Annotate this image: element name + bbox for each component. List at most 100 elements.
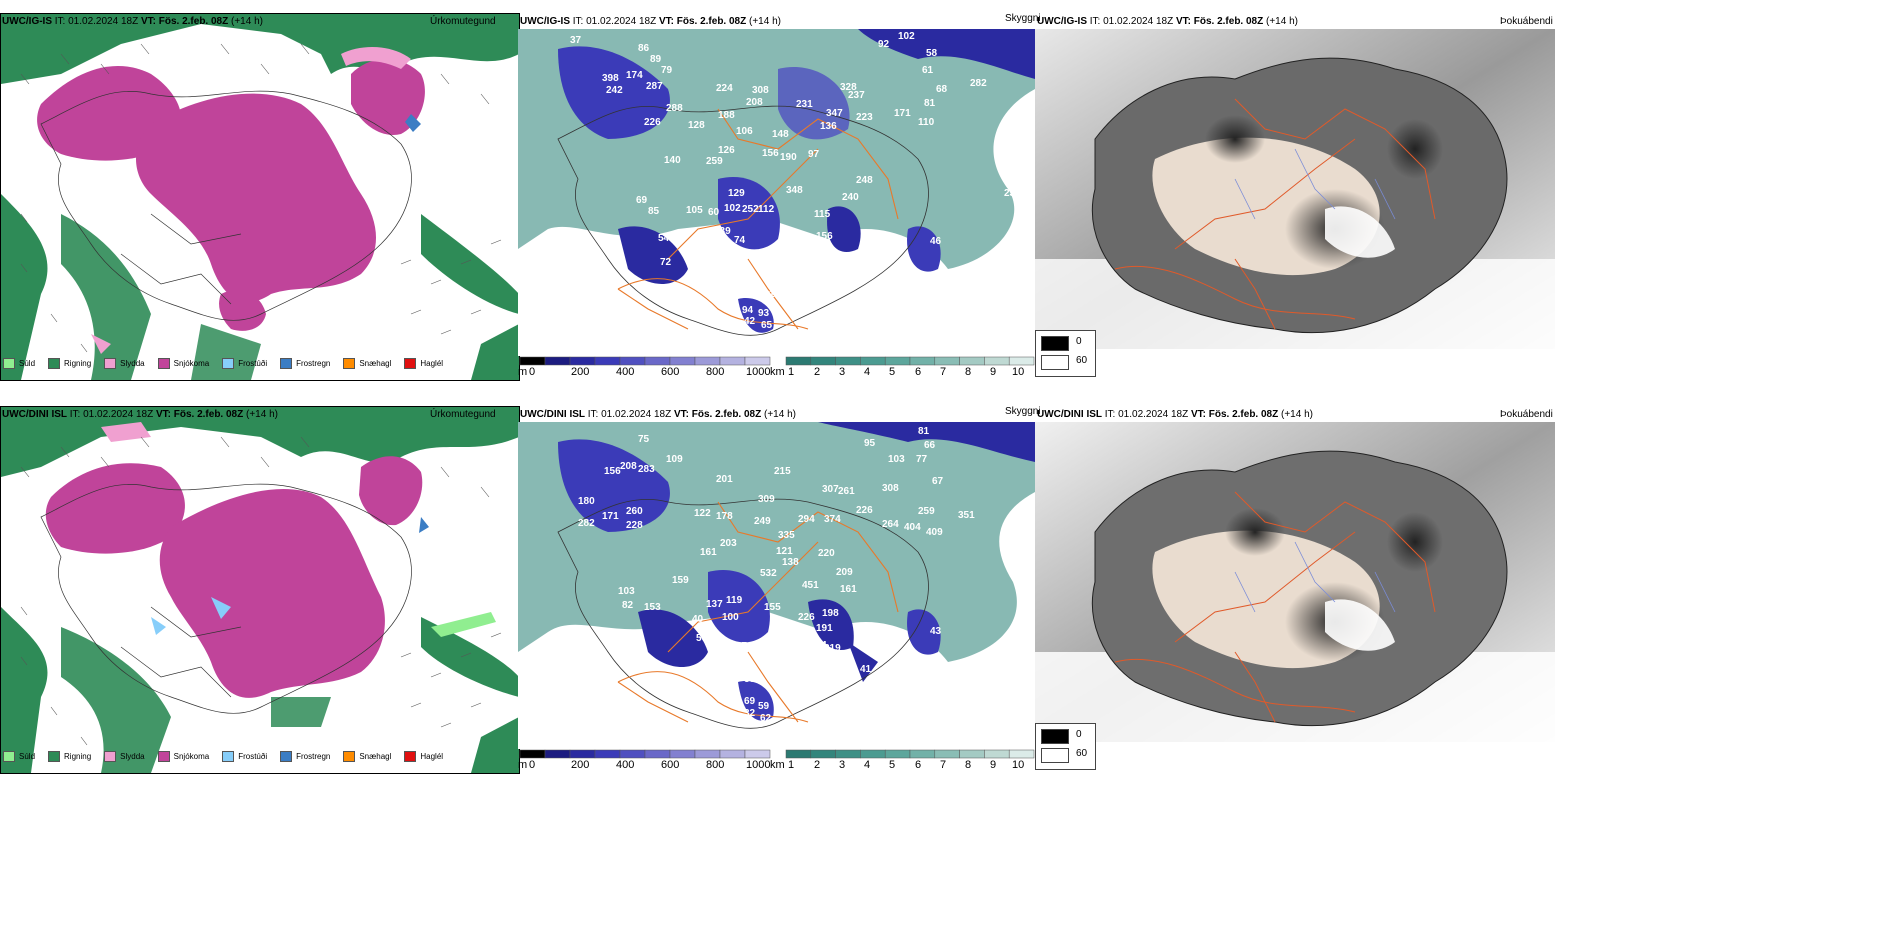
- vis-value: 115: [814, 209, 831, 220]
- legend-swatch: [157, 357, 170, 369]
- vis-value: 264: [882, 519, 899, 530]
- visibility-colorbar-m-top: m 0 200 400 600 800 1000: [518, 356, 778, 386]
- fog-legend-swatch-high: [1041, 355, 1069, 370]
- legend-label: Súld: [19, 358, 36, 368]
- vis-value: 226: [856, 505, 873, 516]
- vt-label: VT:: [673, 409, 689, 420]
- vis-value: 174: [626, 70, 643, 81]
- precip-type-panel-bottom: Súld Rigning Slydda Snjókoma Frostúði Fr…: [0, 406, 520, 774]
- legend-item-drizzle: Súld: [3, 750, 35, 762]
- model-name: UWC/IG-IS: [2, 16, 52, 27]
- vis-value: 154: [810, 640, 827, 651]
- vis-value: 138: [782, 557, 799, 568]
- vis-value: 171: [894, 108, 911, 119]
- model-name: UWC/DINI ISL: [2, 409, 67, 420]
- vis-value: 103: [618, 586, 635, 597]
- legend-label: Haglél: [420, 751, 444, 761]
- visibility-values-bottom: 75 109 156 208 283 201 215 309 307 261 3…: [538, 426, 1027, 724]
- vis-value: 261: [838, 486, 855, 497]
- vis-value: 82: [622, 600, 634, 611]
- lead-time: (+14 h): [764, 409, 796, 420]
- colorbar-cell: [959, 356, 985, 366]
- vis-value: 347: [826, 108, 843, 119]
- legend-swatch: [48, 750, 61, 762]
- vis-value: 93: [758, 308, 770, 319]
- colorbar-km-svg: [785, 749, 1035, 759]
- precip-type-map-top: [1, 14, 519, 380]
- vis-value: 85: [768, 257, 780, 268]
- fog-legend-low: 0: [1076, 336, 1082, 347]
- vis-value: 110: [918, 117, 935, 128]
- legend-swatch: [280, 750, 293, 762]
- legend-item-drizzle: Súld: [3, 357, 36, 369]
- vis-value: 404: [904, 522, 921, 533]
- vis-value: 102: [724, 203, 741, 214]
- vis-value: 119: [1010, 537, 1027, 548]
- vis-value: 279: [796, 235, 813, 246]
- colorbar-cell: [1008, 749, 1035, 759]
- vis-value: 188: [718, 110, 735, 121]
- vis-value: 80: [698, 243, 710, 254]
- vt-label: VT:: [1175, 16, 1191, 27]
- vis-value: 148: [772, 129, 789, 140]
- vis-value: 105: [686, 205, 703, 216]
- vis-value: 89: [650, 54, 662, 65]
- it-value: 01.02.2024 18Z: [83, 409, 154, 420]
- colorbar-tick: 3: [839, 759, 846, 771]
- colorbar-cell: [694, 356, 721, 366]
- colorbar-tick: 4: [864, 366, 871, 378]
- model-name: UWC/DINI ISL: [520, 409, 585, 420]
- vt-value: Fös. 2.feb. 08Z: [691, 409, 762, 420]
- vis-value: 259: [918, 506, 935, 517]
- colorbar-tick: 5: [889, 366, 896, 378]
- model-name: UWC/DINI ISL: [1037, 409, 1102, 420]
- colorbar-cell: [594, 356, 621, 366]
- vis-value: 81: [918, 426, 930, 437]
- colorbar-tick: 4: [864, 759, 871, 771]
- colorbar-cell: [519, 356, 546, 366]
- vis-value: 208: [620, 461, 637, 472]
- colorbar-cell: [810, 749, 836, 759]
- colorbar-cell: [644, 749, 671, 759]
- legend-item-snow-pellets: Snæhagl: [343, 750, 391, 762]
- vis-value: 86: [638, 43, 650, 54]
- vis-value: 240: [842, 192, 859, 203]
- vis-value: 154: [830, 253, 847, 264]
- legend-label: Rigning: [64, 751, 92, 761]
- it-label: IT:: [572, 16, 584, 27]
- legend-swatch: [222, 750, 235, 762]
- visibility-colorbar-km-top: km 1 2 3 4 5 6 7 8 9 10: [770, 356, 1035, 386]
- colorbar-tick: 200: [571, 759, 590, 771]
- colorbar-cell: [835, 356, 861, 366]
- vis-value: 95: [864, 438, 876, 449]
- colorbar-cell: [544, 356, 571, 366]
- colorbar-tick: 10: [1012, 759, 1025, 771]
- it-label: IT:: [1089, 16, 1101, 27]
- vis-value: 121: [776, 546, 793, 557]
- colorbar-tick: 1: [788, 759, 795, 771]
- colorbar-cell: [884, 749, 911, 759]
- vis-value: 66: [924, 440, 936, 451]
- vis-value: 55: [744, 674, 756, 685]
- vis-value: 171: [602, 511, 619, 522]
- vis-value: 201: [716, 474, 733, 485]
- vis-value: 85: [758, 647, 770, 658]
- vis-value: 43: [930, 626, 942, 637]
- vis-value: 68: [936, 84, 948, 95]
- vis-value: 129: [728, 188, 745, 199]
- colorbar-tick: 3: [839, 366, 846, 378]
- colorbar-tick: 600: [661, 759, 680, 771]
- colorbar-cell: [694, 749, 721, 759]
- colorbar-cell: [594, 749, 621, 759]
- legend-item-hail: Haglél: [404, 750, 444, 762]
- colorbar-tick: 800: [706, 759, 725, 771]
- vis-value: 102: [898, 31, 915, 42]
- vis-value: 139: [714, 226, 731, 237]
- vis-value: 159: [672, 575, 689, 586]
- vis-value: 351: [958, 510, 975, 521]
- legend-swatch: [404, 357, 417, 369]
- colorbar-cell: [785, 356, 812, 366]
- precip-type-map-bottom: [1, 407, 519, 773]
- vis-value: 203: [720, 538, 737, 549]
- vis-value: 145: [810, 250, 827, 261]
